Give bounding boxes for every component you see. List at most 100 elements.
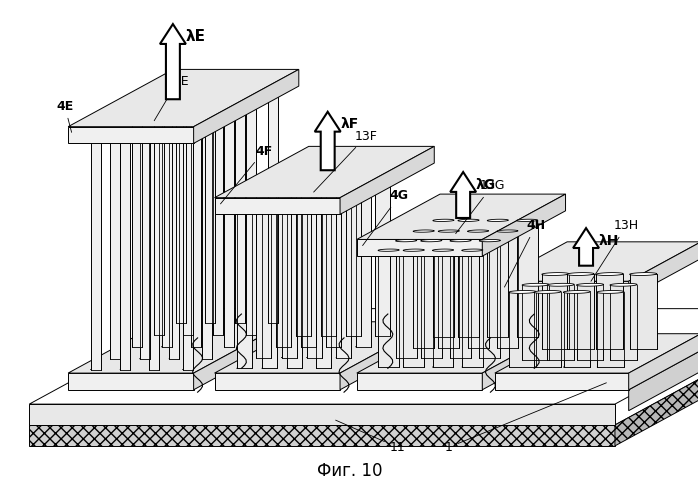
Text: 13F: 13F bbox=[314, 129, 378, 192]
Polygon shape bbox=[534, 366, 561, 367]
Polygon shape bbox=[215, 373, 340, 390]
Polygon shape bbox=[326, 188, 341, 347]
Polygon shape bbox=[509, 366, 536, 367]
Polygon shape bbox=[161, 117, 171, 347]
Polygon shape bbox=[224, 346, 234, 347]
Text: 4E: 4E bbox=[56, 100, 73, 132]
Polygon shape bbox=[497, 230, 518, 232]
Polygon shape bbox=[168, 128, 179, 129]
Polygon shape bbox=[480, 241, 500, 358]
Polygon shape bbox=[610, 285, 637, 360]
Polygon shape bbox=[202, 358, 212, 359]
Polygon shape bbox=[68, 373, 194, 390]
Polygon shape bbox=[487, 220, 508, 337]
Polygon shape bbox=[487, 336, 508, 337]
Polygon shape bbox=[235, 93, 245, 323]
Polygon shape bbox=[356, 328, 565, 373]
Polygon shape bbox=[628, 242, 699, 298]
Polygon shape bbox=[246, 334, 257, 335]
Polygon shape bbox=[316, 209, 331, 369]
Polygon shape bbox=[202, 128, 212, 129]
Polygon shape bbox=[149, 140, 159, 370]
Polygon shape bbox=[321, 176, 336, 178]
Polygon shape bbox=[282, 357, 296, 358]
Polygon shape bbox=[140, 358, 150, 359]
Polygon shape bbox=[132, 346, 143, 347]
Polygon shape bbox=[421, 241, 442, 358]
Polygon shape bbox=[438, 347, 459, 348]
Polygon shape bbox=[517, 220, 538, 337]
Polygon shape bbox=[276, 187, 291, 189]
Polygon shape bbox=[628, 334, 699, 390]
Text: 1: 1 bbox=[445, 383, 607, 454]
Polygon shape bbox=[596, 348, 624, 349]
Text: λE: λE bbox=[185, 29, 206, 44]
Polygon shape bbox=[509, 290, 536, 293]
Polygon shape bbox=[522, 285, 549, 360]
Polygon shape bbox=[202, 129, 212, 359]
Polygon shape bbox=[596, 274, 623, 349]
Polygon shape bbox=[509, 292, 536, 367]
Polygon shape bbox=[120, 140, 130, 370]
Polygon shape bbox=[497, 347, 518, 348]
Polygon shape bbox=[495, 334, 699, 373]
Polygon shape bbox=[375, 176, 391, 178]
Polygon shape bbox=[29, 425, 615, 446]
Polygon shape bbox=[577, 359, 604, 360]
Polygon shape bbox=[547, 359, 575, 360]
Polygon shape bbox=[577, 284, 604, 286]
Polygon shape bbox=[287, 209, 302, 210]
Polygon shape bbox=[161, 117, 172, 118]
Polygon shape bbox=[534, 292, 561, 367]
Text: Фиг. 10: Фиг. 10 bbox=[317, 462, 382, 480]
Polygon shape bbox=[433, 220, 454, 337]
Polygon shape bbox=[480, 357, 500, 358]
Polygon shape bbox=[154, 105, 164, 106]
Polygon shape bbox=[257, 198, 272, 200]
Polygon shape bbox=[120, 139, 130, 140]
Polygon shape bbox=[276, 346, 291, 347]
Polygon shape bbox=[346, 176, 361, 178]
Polygon shape bbox=[462, 250, 483, 367]
Polygon shape bbox=[567, 274, 594, 349]
Polygon shape bbox=[182, 369, 193, 370]
Polygon shape bbox=[307, 357, 322, 358]
Polygon shape bbox=[597, 290, 624, 293]
Polygon shape bbox=[149, 369, 159, 370]
Polygon shape bbox=[206, 93, 215, 94]
Text: 4H: 4H bbox=[505, 219, 545, 287]
Polygon shape bbox=[403, 249, 424, 251]
Polygon shape bbox=[262, 368, 277, 369]
Polygon shape bbox=[120, 369, 130, 370]
Text: 13H: 13H bbox=[591, 219, 639, 281]
Polygon shape bbox=[468, 347, 489, 348]
Text: 4G: 4G bbox=[363, 189, 409, 246]
Polygon shape bbox=[110, 129, 120, 359]
Polygon shape bbox=[356, 373, 482, 390]
Polygon shape bbox=[563, 292, 590, 367]
Polygon shape bbox=[224, 117, 234, 347]
Polygon shape bbox=[301, 188, 316, 347]
Text: 13E: 13E bbox=[154, 75, 189, 121]
Polygon shape bbox=[421, 240, 442, 242]
Polygon shape bbox=[149, 139, 159, 140]
Polygon shape bbox=[29, 309, 699, 404]
Polygon shape bbox=[110, 128, 120, 129]
Polygon shape bbox=[321, 335, 336, 336]
Polygon shape bbox=[534, 290, 561, 293]
Polygon shape bbox=[132, 117, 143, 347]
Polygon shape bbox=[375, 335, 391, 336]
Polygon shape bbox=[287, 368, 302, 369]
Polygon shape bbox=[340, 146, 434, 214]
Polygon shape bbox=[182, 140, 193, 370]
Polygon shape bbox=[421, 357, 442, 358]
Polygon shape bbox=[282, 198, 296, 200]
Text: λF: λF bbox=[340, 117, 359, 131]
Polygon shape bbox=[326, 187, 342, 189]
Polygon shape bbox=[542, 274, 569, 349]
Polygon shape bbox=[68, 126, 194, 143]
Polygon shape bbox=[68, 316, 298, 373]
Polygon shape bbox=[212, 105, 223, 106]
Polygon shape bbox=[183, 334, 194, 335]
Polygon shape bbox=[268, 93, 278, 94]
